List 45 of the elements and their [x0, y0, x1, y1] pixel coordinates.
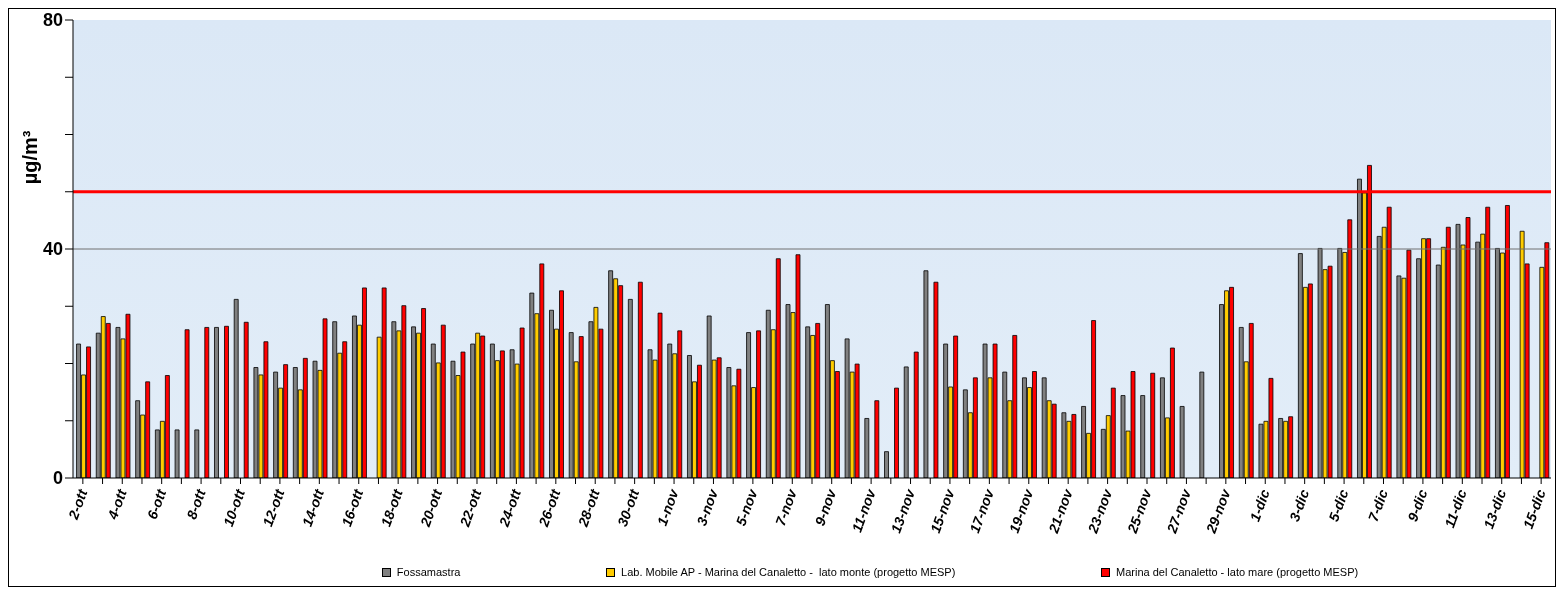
- x-tick-label: 11-nov: [848, 486, 880, 535]
- x-tick-label: 7-nov: [772, 486, 801, 528]
- x-tick-label: 5-dic: [1325, 487, 1352, 524]
- x-tick-label: 9-nov: [811, 486, 840, 528]
- x-tick-label: 26-ott: [534, 486, 564, 530]
- x-tick-label: 8-ott: [183, 486, 210, 522]
- x-tick-label: 23-nov: [1084, 486, 1116, 537]
- x-tick-label: 30-ott: [614, 486, 643, 529]
- x-tick-label: 21-nov: [1044, 486, 1077, 537]
- y-tick-label: 40: [42, 239, 63, 260]
- y-tick-label: 0: [52, 468, 63, 489]
- legend-label: Marina del Canaletto - lato mare (progetto MESP): [1115, 566, 1359, 578]
- legend-label: Lab. Mobile AP - Marina del Canaletto - lato monte (progetto MESP): [620, 566, 956, 578]
- x-tick-label: 3-nov: [693, 486, 722, 528]
- y-tick-label: 80: [42, 10, 63, 31]
- x-tick-label: 14-ott: [298, 486, 328, 529]
- x-tick-label: 9-dic: [1404, 487, 1431, 524]
- legend-label: Fossamastra: [395, 566, 461, 578]
- x-tick-label: 22-ott: [456, 486, 485, 530]
- x-tick-label: 7-dic: [1364, 487, 1392, 524]
- x-tick-label: 19-nov: [1005, 486, 1037, 536]
- x-tick-label: 24-ott: [495, 486, 525, 530]
- x-tick-label: 12-ott: [259, 486, 288, 529]
- x-tick-label: 1-nov: [653, 486, 682, 528]
- x-tick-label: 1-dic: [1246, 487, 1273, 524]
- x-tick-label: 16-ott: [338, 486, 367, 529]
- x-tick-label: 15-nov: [927, 486, 958, 536]
- x-tick-label: 4-ott: [104, 486, 131, 523]
- x-tick-label: 15-dic: [1519, 487, 1549, 531]
- x-tick-label: 2-ott: [64, 486, 91, 523]
- x-tick-label: 3-dic: [1285, 487, 1313, 524]
- y-axis-title: µg/m³: [19, 130, 41, 185]
- x-tick-label: 20-ott: [416, 486, 446, 530]
- x-tick-label: 10-ott: [219, 486, 249, 529]
- x-tick-label: 13-dic: [1480, 487, 1510, 531]
- x-tick-label: 6-ott: [143, 486, 170, 522]
- x-tick-label: 11-dic: [1441, 487, 1470, 530]
- x-tick-label: 17-nov: [966, 486, 998, 536]
- x-tick-label: 27-nov: [1163, 486, 1195, 537]
- x-tick-label: 18-ott: [377, 486, 407, 529]
- x-tick-label: 5-nov: [732, 486, 761, 528]
- x-tick-label: 25-nov: [1123, 486, 1155, 537]
- x-tick-label: 28-ott: [574, 486, 604, 530]
- x-tick-label: 13-nov: [887, 486, 919, 536]
- x-tick-label: 29-nov: [1202, 486, 1234, 537]
